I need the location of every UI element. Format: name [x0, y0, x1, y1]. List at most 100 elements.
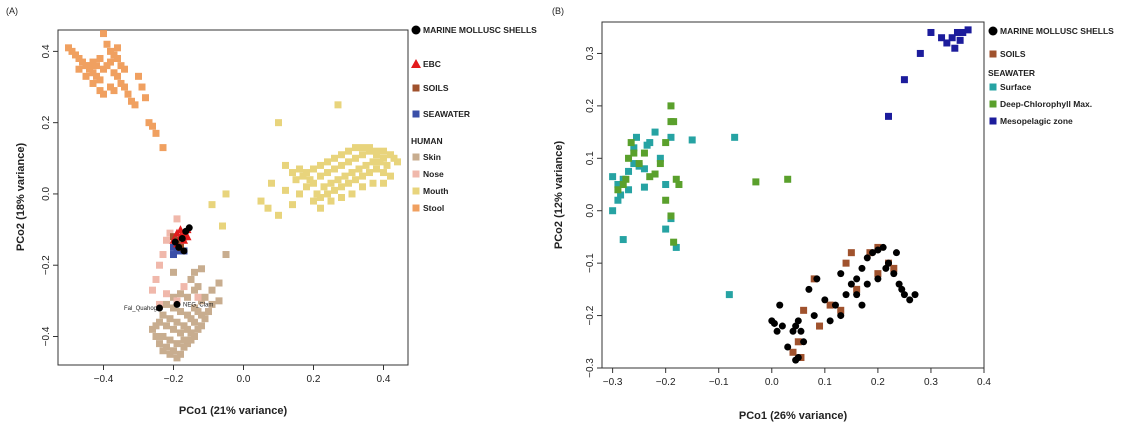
panel-b-legend-marker — [989, 100, 997, 108]
panel-a-point-mouth — [334, 176, 342, 184]
panel-a-point-stool — [89, 79, 97, 87]
panel-a-point-stool — [117, 79, 125, 87]
panel-a-point-mouth — [327, 197, 335, 205]
panel-a-point-skin — [166, 336, 174, 344]
panel-a-point-marine-mollusc-shells — [173, 300, 181, 308]
panel-a-point-mouth — [282, 186, 289, 194]
panel-a-point-mouth — [320, 183, 328, 191]
panel-b-point-surface — [625, 186, 633, 194]
panel-b-point-surface — [632, 133, 640, 141]
panel-b-point-marine-mollusc-shells — [900, 291, 908, 299]
panel-a-point-skin — [170, 347, 177, 355]
panel-a-point-nose — [156, 300, 163, 308]
panel-b-x-axis-title: PCo1 (26% variance) — [739, 410, 848, 422]
panel-b-point-soils — [800, 306, 808, 314]
panel-b-label: (B) — [552, 6, 564, 16]
panel-a-point-mouth — [387, 151, 394, 159]
panel-a-point-mouth — [345, 158, 352, 166]
panel-a-point-mouth — [369, 179, 377, 187]
panel-a-point-mouth — [324, 169, 331, 177]
panel-a-point-mouth — [362, 161, 370, 169]
panel-b-point-deep-chlorophyll-max — [656, 160, 664, 168]
panel-b: (B) −0.3 −0.2 −0.1 0.0 0.1 0.2 0.3 0.4 −0.3 −0.2… — [552, 6, 1114, 422]
panel-a-legend-marker — [412, 110, 420, 118]
panel-a-point-mouth — [303, 169, 310, 177]
panel-a-point-skin — [208, 286, 216, 294]
panel-a-point-mouth — [282, 161, 289, 169]
panel-a-point-stool — [93, 72, 100, 80]
panel-a-point-skin — [194, 325, 202, 333]
panel-a-point-stool — [75, 65, 83, 73]
panel-b-legend-label: SEAWATER — [988, 68, 1035, 78]
panel-b-point-deep-chlorophyll-max — [672, 175, 680, 183]
panel-a-point-mouth — [303, 183, 310, 191]
panel-b-point-marine-mollusc-shells — [892, 249, 900, 257]
panel-a-point-mouth — [313, 190, 321, 198]
panel-b-y-tick-label: 0.2 — [585, 98, 596, 112]
panel-a-point-mouth — [310, 197, 317, 205]
panel-b-point-deep-chlorophyll-max — [622, 175, 630, 183]
panel-b-point-surface — [614, 196, 622, 204]
panel-a: (A) −0.4 −0.2 0.0 0.2 0.4 −0.4−0.20.00.20.4 … — [6, 6, 537, 417]
panel-b-point-soils — [794, 338, 802, 346]
panel-a-point-stool — [138, 83, 146, 91]
panel-a-point-skin — [180, 322, 188, 330]
panel-b-point-mesopelagic-zone — [951, 44, 959, 52]
panel-b-point-surface — [625, 167, 633, 175]
panel-a-point-skin — [184, 325, 191, 333]
panel-a-legend-label: Nose — [423, 169, 444, 179]
panel-a-point-skin — [198, 297, 205, 305]
panel-a-point-mouth — [219, 222, 226, 230]
panel-a-point-mouth — [222, 190, 230, 198]
panel-a-legend-marker — [411, 59, 421, 68]
panel-a-point-skin — [170, 304, 177, 312]
panel-b-point-surface — [667, 133, 675, 141]
panel-b-point-deep-chlorophyll-max — [667, 212, 675, 220]
panel-b-point-marine-mollusc-shells — [842, 291, 850, 299]
panel-b-point-surface — [609, 207, 617, 215]
panel-b-x-tick-label: −0.2 — [656, 377, 676, 388]
panel-a-point-mouth — [317, 172, 324, 180]
panel-a-point-stool — [82, 72, 90, 80]
panel-b-point-marine-mollusc-shells — [869, 249, 877, 257]
panel-b-legend: MARINE MOLLUSC SHELLS SOILS SEAWATER Surfac… — [988, 26, 1114, 126]
panel-a-point-stool — [68, 47, 76, 55]
panel-a-annotation: Fal_Quahog — [124, 306, 157, 312]
panel-b-point-mesopelagic-zone — [959, 28, 967, 36]
panel-a-point-mouth — [387, 172, 394, 180]
panel-a-point-skin — [163, 322, 170, 330]
panel-b-point-mesopelagic-zone — [964, 26, 972, 34]
panel-a-point-stool — [149, 122, 156, 130]
panel-a-legend-marker — [412, 153, 420, 161]
panel-a-point-skin — [166, 315, 174, 323]
panel-a-point-mouth — [366, 147, 373, 155]
panel-a-point-stool — [145, 119, 153, 127]
panel-b-point-deep-chlorophyll-max — [651, 170, 659, 178]
panel-b-point-soils — [789, 348, 797, 356]
panel-b-point-marine-mollusc-shells — [837, 270, 845, 278]
panel-a-point-mouth — [327, 179, 335, 187]
panel-a-point-mouth — [299, 172, 307, 180]
panel-b-point-mesopelagic-zone — [953, 28, 961, 36]
panel-a-point-mouth — [317, 161, 324, 169]
panel-a-point-stool — [96, 55, 104, 63]
panel-b-point-marine-mollusc-shells — [805, 285, 813, 293]
panel-a-point-mouth — [352, 176, 359, 184]
panel-a-point-mouth — [334, 101, 342, 109]
panel-a-point-stool — [86, 62, 93, 70]
panel-b-point-marine-mollusc-shells — [792, 356, 800, 364]
panel-b-point-soils — [842, 259, 850, 267]
panel-b-point-marine-mollusc-shells — [770, 319, 778, 327]
panel-a-point-mouth — [331, 154, 338, 162]
panel-b-point-marine-mollusc-shells — [792, 322, 800, 330]
panel-b-point-mesopelagic-zone — [916, 49, 924, 57]
panel-b-point-surface — [630, 160, 638, 168]
panel-b-point-deep-chlorophyll-max — [670, 238, 678, 246]
panel-a-point-mouth — [380, 169, 387, 177]
panel-a-point-skin — [177, 308, 184, 316]
panel-a-x-tick-label: −0.2 — [164, 374, 184, 385]
panel-b-point-soils — [874, 270, 882, 278]
panel-a-point-mouth — [348, 169, 356, 177]
panel-a-point-mouth — [373, 165, 380, 173]
panel-a-point-skin — [159, 347, 167, 355]
